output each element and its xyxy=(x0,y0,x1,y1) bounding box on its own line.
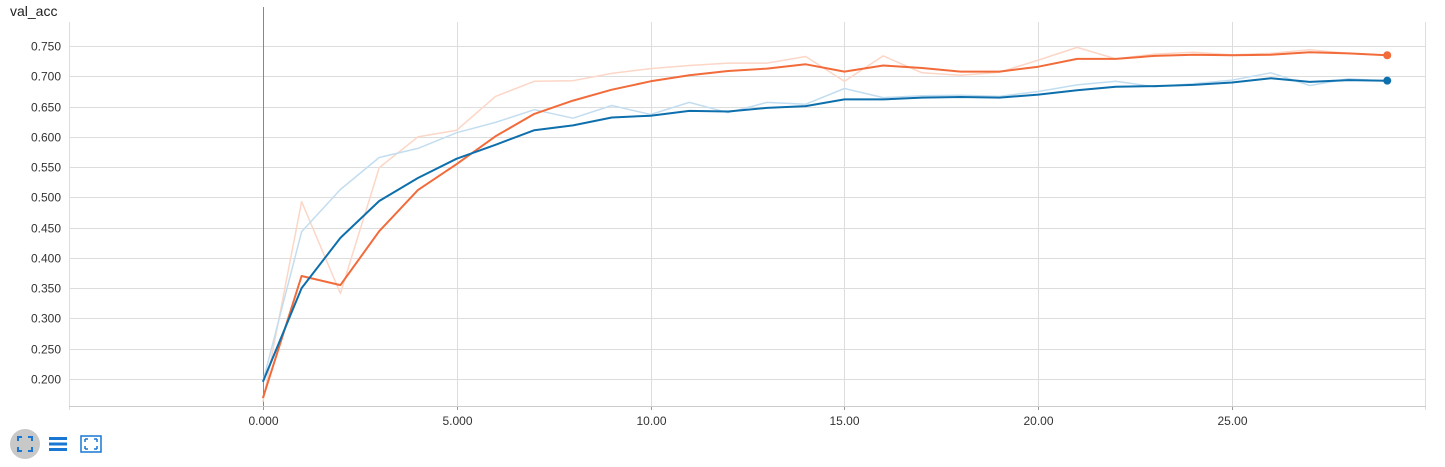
y-tick-label: 0.450 xyxy=(31,222,61,236)
y-tick-label: 0.400 xyxy=(31,252,61,266)
expand-icon xyxy=(17,436,33,452)
fit-to-data-icon xyxy=(80,435,102,453)
x-axis xyxy=(69,406,1426,410)
y-tick-label: 0.700 xyxy=(31,70,61,84)
y-tick-labels: 0.200 0.250 0.300 0.350 0.400 0.450 0.500 0.550… xyxy=(31,40,61,387)
y-gridlines xyxy=(69,46,1426,380)
x-tick-label: 15.00 xyxy=(829,414,859,428)
x-tick-label: 20.00 xyxy=(1023,414,1053,428)
chart-title: val_acc xyxy=(10,3,58,19)
smoothed-series-line-2[interactable] xyxy=(261,51,1388,399)
x-tick-label: 10.00 xyxy=(636,414,666,428)
series-endpoint-marker xyxy=(1383,76,1392,85)
raw-series-line-0[interactable] xyxy=(262,46,1388,402)
y-tick-label: 0.500 xyxy=(31,191,61,205)
y-tick-label: 0.750 xyxy=(31,40,61,54)
x-tick-label: 5.000 xyxy=(442,414,472,428)
y-tick-label: 0.650 xyxy=(31,101,61,115)
x-tick-label: 0.000 xyxy=(248,414,278,428)
y-tick-label: 0.250 xyxy=(31,343,61,357)
series-lines[interactable] xyxy=(261,46,1388,402)
y-tick-label: 0.600 xyxy=(31,131,61,145)
series-endpoints xyxy=(1383,51,1392,85)
toggle-log-scale-button[interactable] xyxy=(43,429,73,459)
y-tick-label: 0.550 xyxy=(31,161,61,175)
list-lines-icon xyxy=(49,437,67,451)
x-tick-label: 25.00 xyxy=(1217,414,1247,428)
y-tick-label: 0.350 xyxy=(31,282,61,296)
x-gridlines xyxy=(69,7,1426,410)
y-tick-label: 0.300 xyxy=(31,312,61,326)
smoothed-series-line-3[interactable] xyxy=(261,77,1388,383)
y-tick-label: 0.200 xyxy=(31,373,61,387)
raw-series-line-1[interactable] xyxy=(262,72,1388,382)
series-endpoint-marker xyxy=(1383,51,1392,60)
expand-chart-button[interactable] xyxy=(10,429,40,459)
fit-domain-button[interactable] xyxy=(76,429,106,459)
x-tick-labels: 0.000 5.000 10.00 15.00 20.00 25.00 xyxy=(248,414,1247,428)
